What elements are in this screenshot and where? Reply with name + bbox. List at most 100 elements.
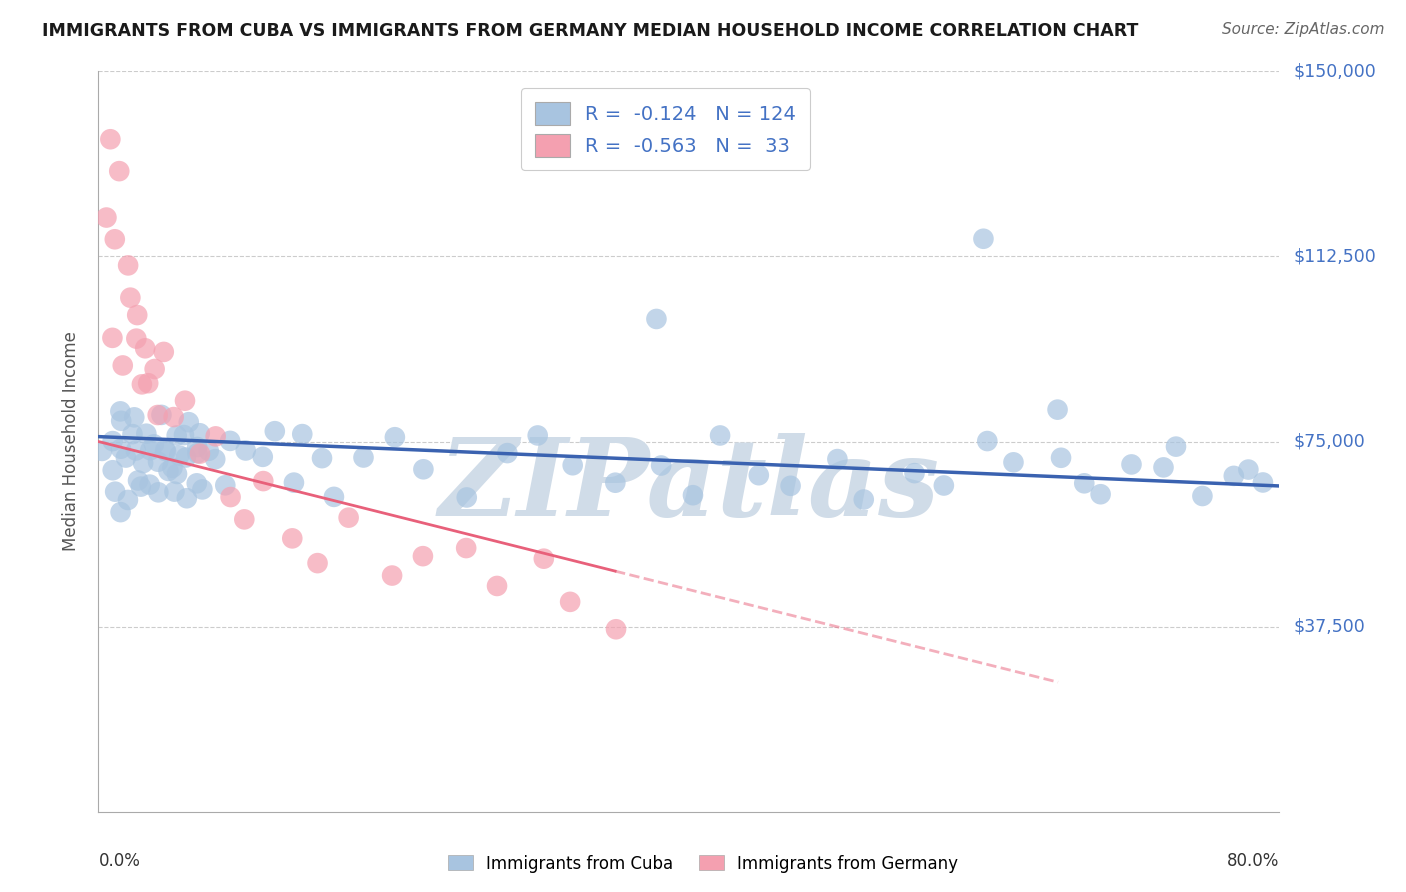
Point bbox=[283, 475, 305, 490]
Point bbox=[110, 442, 132, 456]
Legend: Immigrants from Cuba, Immigrants from Germany: Immigrants from Cuba, Immigrants from Ge… bbox=[441, 848, 965, 880]
Point bbox=[252, 474, 274, 488]
Point bbox=[122, 410, 145, 425]
Point bbox=[127, 308, 149, 322]
Point bbox=[121, 427, 143, 442]
Point bbox=[1251, 475, 1274, 490]
Point bbox=[142, 437, 165, 451]
Point bbox=[120, 291, 142, 305]
Point bbox=[1223, 468, 1246, 483]
Text: ZIPatlas: ZIPatlas bbox=[439, 433, 939, 539]
Point bbox=[384, 430, 406, 444]
Point bbox=[1164, 440, 1187, 454]
Point bbox=[932, 478, 955, 492]
Point bbox=[169, 449, 191, 463]
Point bbox=[496, 446, 519, 460]
Point bbox=[162, 410, 184, 425]
Point bbox=[155, 444, 177, 458]
Point bbox=[779, 479, 801, 493]
Point bbox=[412, 549, 434, 563]
Point bbox=[323, 490, 346, 504]
Text: 80.0%: 80.0% bbox=[1227, 853, 1279, 871]
Point bbox=[104, 484, 127, 499]
Point bbox=[188, 426, 211, 441]
Point bbox=[560, 595, 582, 609]
Point bbox=[486, 579, 509, 593]
Point bbox=[125, 443, 148, 458]
Point bbox=[1073, 476, 1095, 491]
Point bbox=[143, 362, 166, 376]
Point bbox=[645, 312, 668, 326]
Point bbox=[219, 490, 242, 504]
Point bbox=[235, 443, 257, 458]
Point bbox=[188, 447, 211, 461]
Point bbox=[100, 132, 122, 146]
Legend: R =  -0.124   N = 124, R =  -0.563   N =  33: R = -0.124 N = 124, R = -0.563 N = 33 bbox=[522, 88, 810, 170]
Point bbox=[682, 488, 704, 502]
Point bbox=[976, 434, 998, 448]
Point bbox=[533, 551, 555, 566]
Point bbox=[135, 426, 157, 441]
Point bbox=[148, 485, 170, 500]
Text: IMMIGRANTS FROM CUBA VS IMMIGRANTS FROM GERMANY MEDIAN HOUSEHOLD INCOME CORRELAT: IMMIGRANTS FROM CUBA VS IMMIGRANTS FROM … bbox=[42, 22, 1139, 40]
Point bbox=[101, 434, 124, 449]
Point bbox=[162, 460, 184, 475]
Point bbox=[252, 450, 274, 464]
Point bbox=[110, 505, 132, 519]
Point bbox=[177, 415, 200, 429]
Point bbox=[110, 404, 132, 418]
Point bbox=[115, 450, 138, 465]
Point bbox=[125, 332, 148, 346]
Point bbox=[146, 455, 169, 469]
Point bbox=[129, 480, 152, 494]
Point bbox=[1191, 489, 1213, 503]
Point bbox=[136, 376, 159, 391]
Point bbox=[155, 442, 177, 457]
Point bbox=[1237, 462, 1260, 476]
Point bbox=[353, 450, 375, 465]
Point bbox=[456, 541, 478, 555]
Y-axis label: Median Household Income: Median Household Income bbox=[62, 332, 80, 551]
Point bbox=[204, 452, 226, 467]
Point bbox=[132, 456, 155, 470]
Point bbox=[204, 429, 226, 443]
Point bbox=[191, 483, 214, 497]
Point bbox=[412, 462, 434, 476]
Point bbox=[166, 467, 188, 481]
Point bbox=[139, 443, 162, 458]
Point bbox=[131, 377, 153, 392]
Point bbox=[852, 492, 875, 507]
Text: $150,000: $150,000 bbox=[1294, 62, 1376, 80]
Point bbox=[1046, 402, 1069, 417]
Point bbox=[709, 428, 731, 442]
Point bbox=[117, 493, 139, 508]
Point bbox=[291, 427, 314, 442]
Point bbox=[152, 345, 174, 359]
Point bbox=[108, 164, 131, 178]
Point bbox=[307, 556, 329, 570]
Point bbox=[381, 568, 404, 582]
Point bbox=[134, 341, 156, 355]
Point bbox=[101, 331, 124, 345]
Point bbox=[173, 428, 195, 442]
Point bbox=[1050, 450, 1073, 465]
Point bbox=[186, 446, 208, 460]
Point bbox=[337, 510, 360, 524]
Point bbox=[174, 450, 197, 465]
Point bbox=[903, 466, 925, 480]
Point bbox=[91, 444, 114, 458]
Point bbox=[281, 532, 304, 546]
Point bbox=[827, 452, 849, 467]
Point bbox=[111, 359, 134, 373]
Text: Source: ZipAtlas.com: Source: ZipAtlas.com bbox=[1222, 22, 1385, 37]
Point bbox=[263, 424, 285, 438]
Point bbox=[166, 428, 188, 442]
Point bbox=[605, 622, 627, 636]
Point bbox=[186, 440, 208, 454]
Point bbox=[233, 512, 256, 526]
Point bbox=[186, 476, 208, 491]
Point bbox=[1121, 458, 1143, 472]
Point bbox=[1002, 455, 1025, 469]
Point bbox=[197, 443, 219, 458]
Text: 0.0%: 0.0% bbox=[98, 853, 141, 871]
